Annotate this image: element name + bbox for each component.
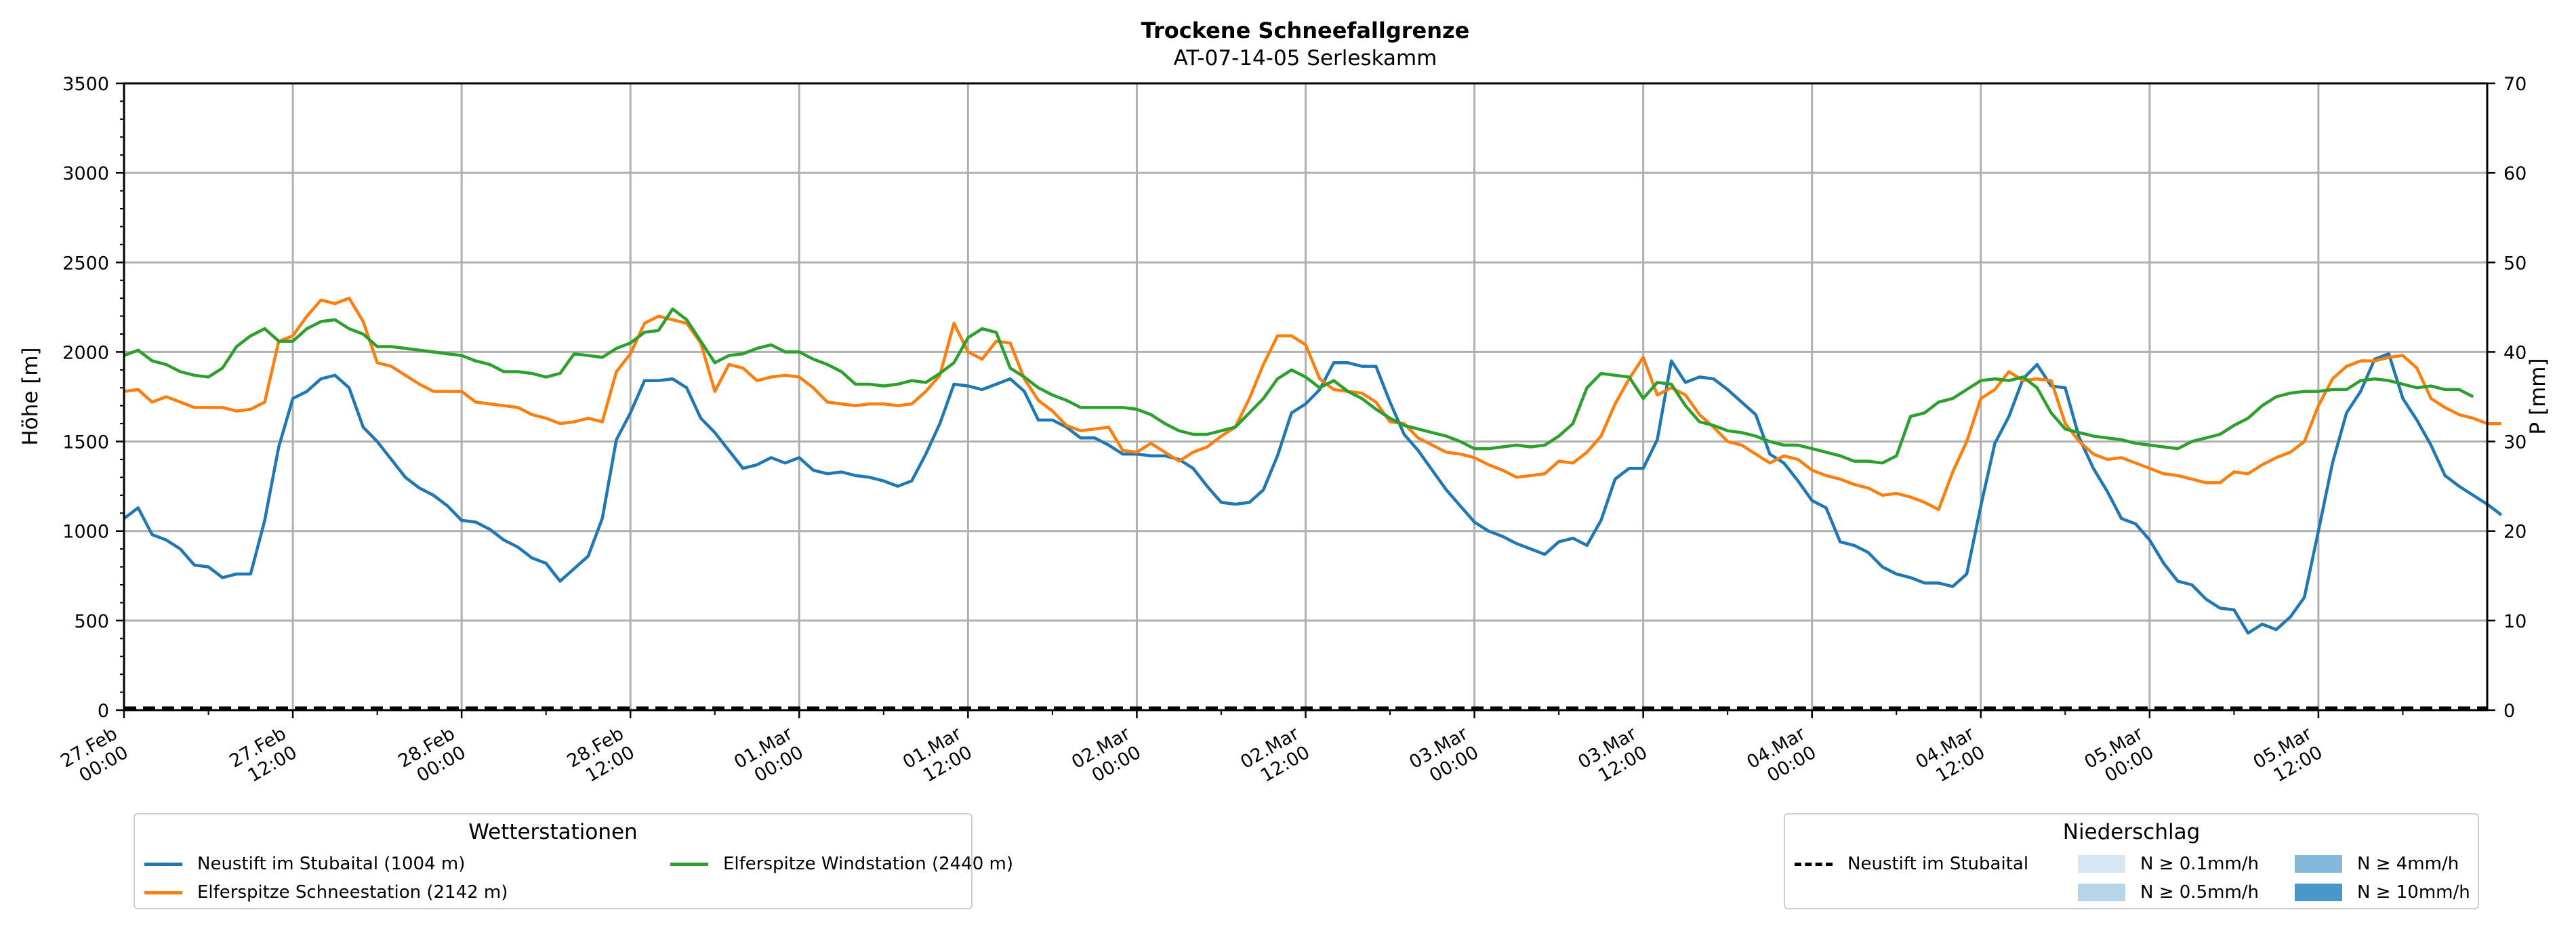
legend-stations-title: Wetterstationen xyxy=(468,820,638,844)
chart-title: Trockene Schneefallgrenze xyxy=(1141,18,1470,43)
series-lines xyxy=(123,296,2503,635)
legend-swatch-precip-dashed xyxy=(1795,862,1833,866)
y-tick-label: 1000 xyxy=(62,522,109,543)
legend-precip: Niederschlag Neustift im Stubaital N ≥ 0… xyxy=(1784,813,2479,909)
y-axis-right: 0 10 20 30 40 50 60 70 xyxy=(2487,74,2527,722)
grid xyxy=(123,82,2487,711)
legend-swatch-neustift xyxy=(144,862,182,866)
y2-tick-label: 30 xyxy=(2503,432,2527,453)
legend-label-neustift: Neustift im Stubaital (1004 m) xyxy=(197,854,466,874)
y-tick-label: 500 xyxy=(74,611,109,632)
y-tick-label: 2500 xyxy=(62,253,109,274)
legend-swatch-n05 xyxy=(2078,884,2125,901)
legend-label-precip-neustift: Neustift im Stubaital xyxy=(1847,854,2029,874)
chart-subtitle: AT-07-14-05 Serleskamm xyxy=(1174,46,1437,70)
y-axis-left: 0 500 1000 1500 2000 2500 3000 3500 xyxy=(62,74,124,722)
legend-label-schneestation: Elferspitze Schneestation (2142 m) xyxy=(197,882,508,903)
legend-stations: Wetterstationen Neustift im Stubaital (1… xyxy=(134,813,1013,909)
legend-entry-windstation: Elferspitze Windstation (2440 m) xyxy=(670,854,1013,874)
y-tick-label: 3000 xyxy=(62,163,109,184)
legend-entry-n05: N ≥ 0.5mm/h xyxy=(2078,882,2259,903)
series-line-2 xyxy=(123,307,2474,465)
y-tick-label: 2000 xyxy=(62,342,109,363)
legend-label-n01: N ≥ 0.1mm/h xyxy=(2140,854,2260,874)
legend-swatch-schneestation xyxy=(144,890,182,894)
legend-entry-n4: N ≥ 4mm/h xyxy=(2295,854,2459,874)
legend-label-n05: N ≥ 0.5mm/h xyxy=(2140,882,2260,903)
y-tick-label: 0 xyxy=(98,701,109,722)
legend-label-n10: N ≥ 10mm/h xyxy=(2357,882,2470,903)
legend-entry-precip-neustift: Neustift im Stubaital xyxy=(1795,854,2028,874)
legend-entry-schneestation: Elferspitze Schneestation (2142 m) xyxy=(144,882,508,903)
y2-tick-label: 10 xyxy=(2503,611,2527,632)
series-line-0 xyxy=(123,352,2503,635)
y2-tick-label: 40 xyxy=(2503,342,2527,363)
y-tick-label: 3500 xyxy=(62,74,109,95)
legend-entry-n01: N ≥ 0.1mm/h xyxy=(2078,854,2259,874)
legend-swatch-n10 xyxy=(2295,884,2342,901)
y-axis-label: Höhe [m] xyxy=(18,347,43,445)
legend-swatch-windstation xyxy=(670,862,708,866)
y2-tick-label: 60 xyxy=(2503,163,2527,184)
y2-tick-label: 70 xyxy=(2503,74,2527,95)
y2-axis-label: P [mm] xyxy=(2526,358,2550,434)
y-tick-label: 1500 xyxy=(62,432,109,453)
y2-tick-label: 0 xyxy=(2503,701,2515,722)
legend-swatch-n4 xyxy=(2295,855,2342,873)
legend-precip-title: Niederschlag xyxy=(2062,820,2201,844)
y2-tick-label: 20 xyxy=(2503,522,2527,543)
legend-swatch-n01 xyxy=(2078,855,2125,873)
legend-label-windstation: Elferspitze Windstation (2440 m) xyxy=(723,854,1013,874)
series-line-1 xyxy=(123,296,2501,512)
legend-entry-n10: N ≥ 10mm/h xyxy=(2295,882,2470,903)
y2-tick-label: 50 xyxy=(2503,253,2527,274)
legend-entry-neustift: Neustift im Stubaital (1004 m) xyxy=(144,854,465,874)
legend-label-n4: N ≥ 4mm/h xyxy=(2357,854,2459,874)
